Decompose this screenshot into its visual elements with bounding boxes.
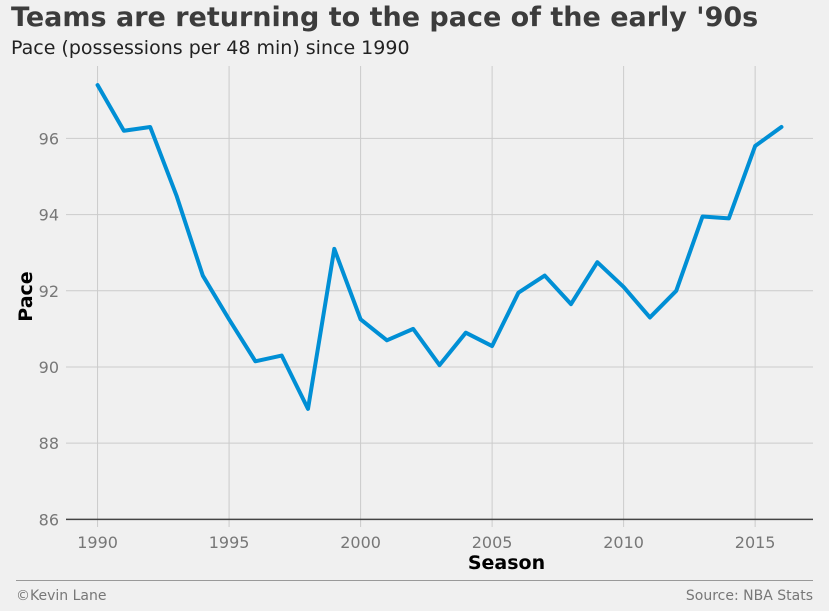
data-point	[359, 317, 363, 321]
x-tick-label: 2010	[603, 533, 644, 552]
x-tick-label: 2015	[735, 533, 776, 552]
data-point	[674, 289, 678, 293]
data-point	[174, 194, 178, 198]
data-point	[490, 344, 494, 348]
tick-labels: 1990 1995 2000 2005 2010 2015 86 88 90 92 94 96	[39, 129, 776, 552]
grid-lines	[66, 66, 813, 527]
y-tick-label: 86	[39, 510, 59, 529]
data-point	[595, 260, 599, 264]
footer-source: Source: NBA Stats	[685, 588, 813, 604]
data-point	[779, 125, 783, 129]
data-point	[411, 327, 415, 331]
x-tick-label: 2000	[340, 533, 381, 552]
data-point	[753, 144, 757, 148]
data-point	[622, 285, 626, 289]
data-point	[385, 338, 389, 342]
data-point	[253, 359, 257, 363]
data-point	[464, 331, 468, 335]
data-point	[96, 83, 100, 87]
data-point	[569, 302, 573, 306]
data-series	[95, 83, 784, 411]
footer-divider	[16, 580, 813, 581]
data-point	[727, 216, 731, 220]
x-tick-label: 1995	[209, 533, 250, 552]
data-point	[148, 125, 152, 129]
x-tick-label: 1990	[77, 533, 118, 552]
y-tick-label: 92	[39, 282, 59, 301]
y-tick-label: 90	[39, 358, 59, 377]
y-axis-label: Pace	[15, 271, 37, 321]
x-axis-label: Season	[468, 552, 545, 574]
data-point	[227, 317, 231, 321]
y-tick-label: 96	[39, 129, 59, 148]
data-point	[306, 407, 310, 411]
y-tick-label: 88	[39, 434, 59, 453]
chart-subtitle: Pace (possessions per 48 min) since 1990	[11, 37, 410, 59]
data-point	[332, 247, 336, 251]
data-point	[280, 354, 284, 358]
data-point	[438, 363, 441, 367]
data-point	[122, 129, 126, 133]
chart-title: Teams are returning to the pace of the e…	[11, 2, 759, 33]
data-point	[701, 214, 705, 218]
data-point	[201, 274, 205, 278]
data-point	[516, 291, 520, 295]
footer-credit: ©Kevin Lane	[16, 588, 107, 604]
x-tick-label: 2005	[472, 533, 513, 552]
series-line	[95, 83, 784, 411]
data-point	[648, 315, 652, 319]
y-tick-label: 94	[39, 206, 59, 225]
data-point	[543, 274, 547, 278]
